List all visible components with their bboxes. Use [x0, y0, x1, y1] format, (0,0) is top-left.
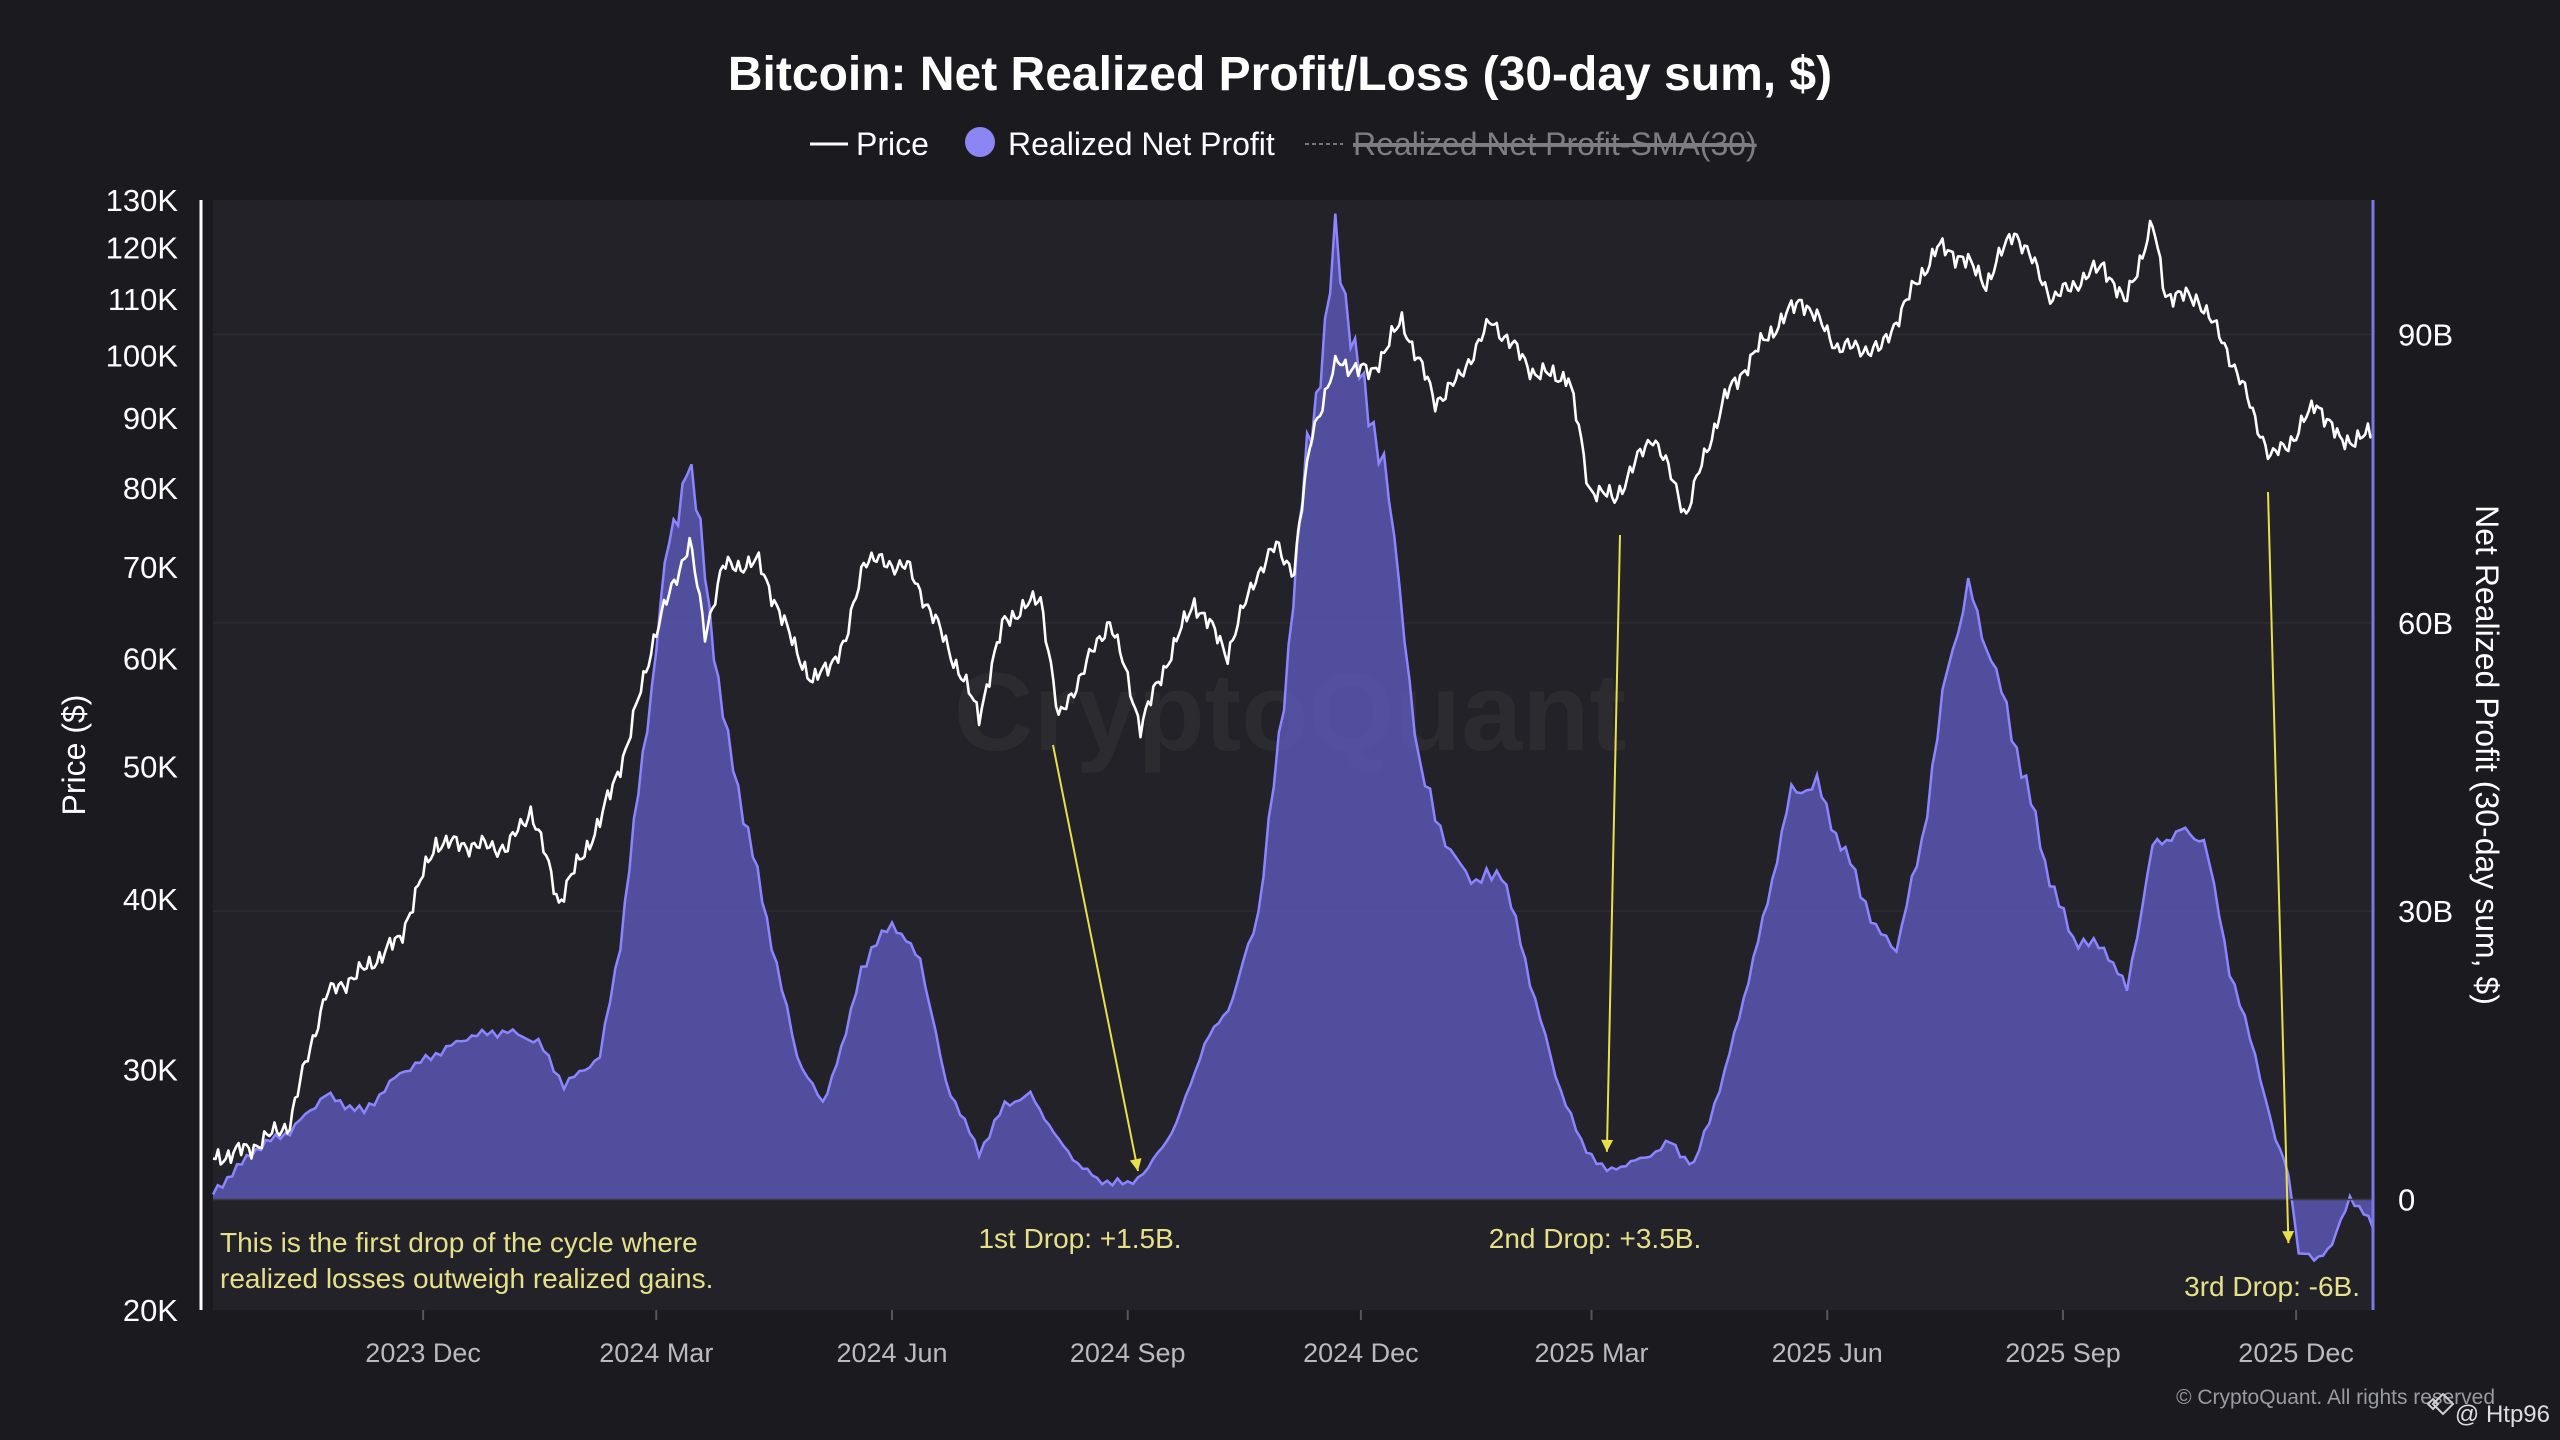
y-right-tick-label: 60B	[2398, 606, 2453, 641]
annotations: 1st Drop: +1.5B. 2nd Drop: +3.5B. 3rd Drop…	[978, 491, 2360, 1302]
y-left-tick-label: 110K	[108, 282, 178, 317]
realized-net-profit-series	[211, 213, 2375, 1263]
x-tick-label: 2025 Sep	[2005, 1338, 2121, 1368]
y-axis-left-label: Price ($)	[56, 695, 92, 816]
binance-icon	[2426, 1392, 2455, 1416]
price-series	[212, 219, 2374, 1166]
x-tick-label: 2025 Jun	[1772, 1338, 1883, 1368]
y-axis-right-label: Net Realized Profit (30-day sum, $)	[2469, 505, 2505, 1005]
y-right-tick-label: 90B	[2398, 318, 2453, 353]
y-left-tick-label: 40K	[123, 882, 178, 917]
y-left-tick-label: 50K	[123, 750, 178, 785]
y-left-tick-label: 130K	[106, 183, 179, 218]
y-left-tick-label: 100K	[106, 339, 179, 374]
annotation-arrow-head	[2282, 1231, 2295, 1244]
author-handle: @ Htp96	[2455, 1401, 2550, 1428]
x-tick-label: 2024 Mar	[599, 1338, 713, 1368]
x-tick-label: 2025 Dec	[2238, 1338, 2354, 1368]
annotation-arrow-head	[1601, 1139, 1614, 1152]
axes: 130K 120K 110K 100K 90K 80K 70K 60K 50K 40K 30K 20K…	[106, 183, 2454, 1368]
note-line-1: This is the first drop of the cycle wher…	[220, 1227, 698, 1258]
x-tick-label: 2024 Sep	[1070, 1338, 1186, 1368]
annotation-label: 1st Drop: +1.5B.	[978, 1223, 1181, 1254]
y-left-tick-label: 80K	[123, 471, 178, 506]
y-right-tick-label: 0	[2398, 1183, 2415, 1218]
x-tick-label: 2025 Mar	[1534, 1338, 1648, 1368]
y-left-tick-label: 20K	[123, 1293, 178, 1328]
legend-profit-label: Realized Net Profit	[1008, 126, 1275, 162]
author-credit: @ Htp96	[2426, 1392, 2550, 1428]
x-tick-label: 2024 Dec	[1303, 1338, 1419, 1368]
copyright-text: © CryptoQuant. All rights reserved	[2176, 1386, 2495, 1409]
note-line-2: realized losses outweigh realized gains.	[220, 1263, 713, 1294]
realized-net-profit-area	[213, 213, 2373, 1261]
y-right-tick-label: 30B	[2398, 894, 2453, 929]
price-line	[212, 219, 2374, 1166]
y-left-tick-label: 90K	[123, 401, 178, 436]
annotation-arrow-line	[2267, 491, 2290, 1244]
y-left-tick-label: 120K	[106, 231, 179, 266]
chart-title: Bitcoin: Net Realized Profit/Loss (30-da…	[728, 48, 1832, 101]
realized-net-profit-line	[211, 213, 2375, 1263]
x-tick-label: 2024 Jun	[836, 1338, 947, 1368]
annotation-label: 3rd Drop: -6B.	[2184, 1271, 2360, 1302]
y-left-tick-label: 70K	[123, 550, 178, 585]
legend: Price Realized Net Profit Realized Net Pro…	[810, 126, 1757, 162]
annotation-arrow-line	[1052, 744, 1139, 1172]
legend-profit-marker	[965, 127, 995, 157]
annotation-arrow-head	[1129, 1158, 1142, 1172]
legend-price-label: Price	[856, 126, 929, 162]
annotation-label: 2nd Drop: +3.5B.	[1489, 1223, 1701, 1254]
x-tick-label: 2023 Dec	[365, 1338, 481, 1368]
annotation-arrow-line	[1605, 534, 1621, 1152]
y-left-tick-label: 60K	[123, 642, 178, 677]
y-left-tick-label: 30K	[123, 1053, 178, 1088]
